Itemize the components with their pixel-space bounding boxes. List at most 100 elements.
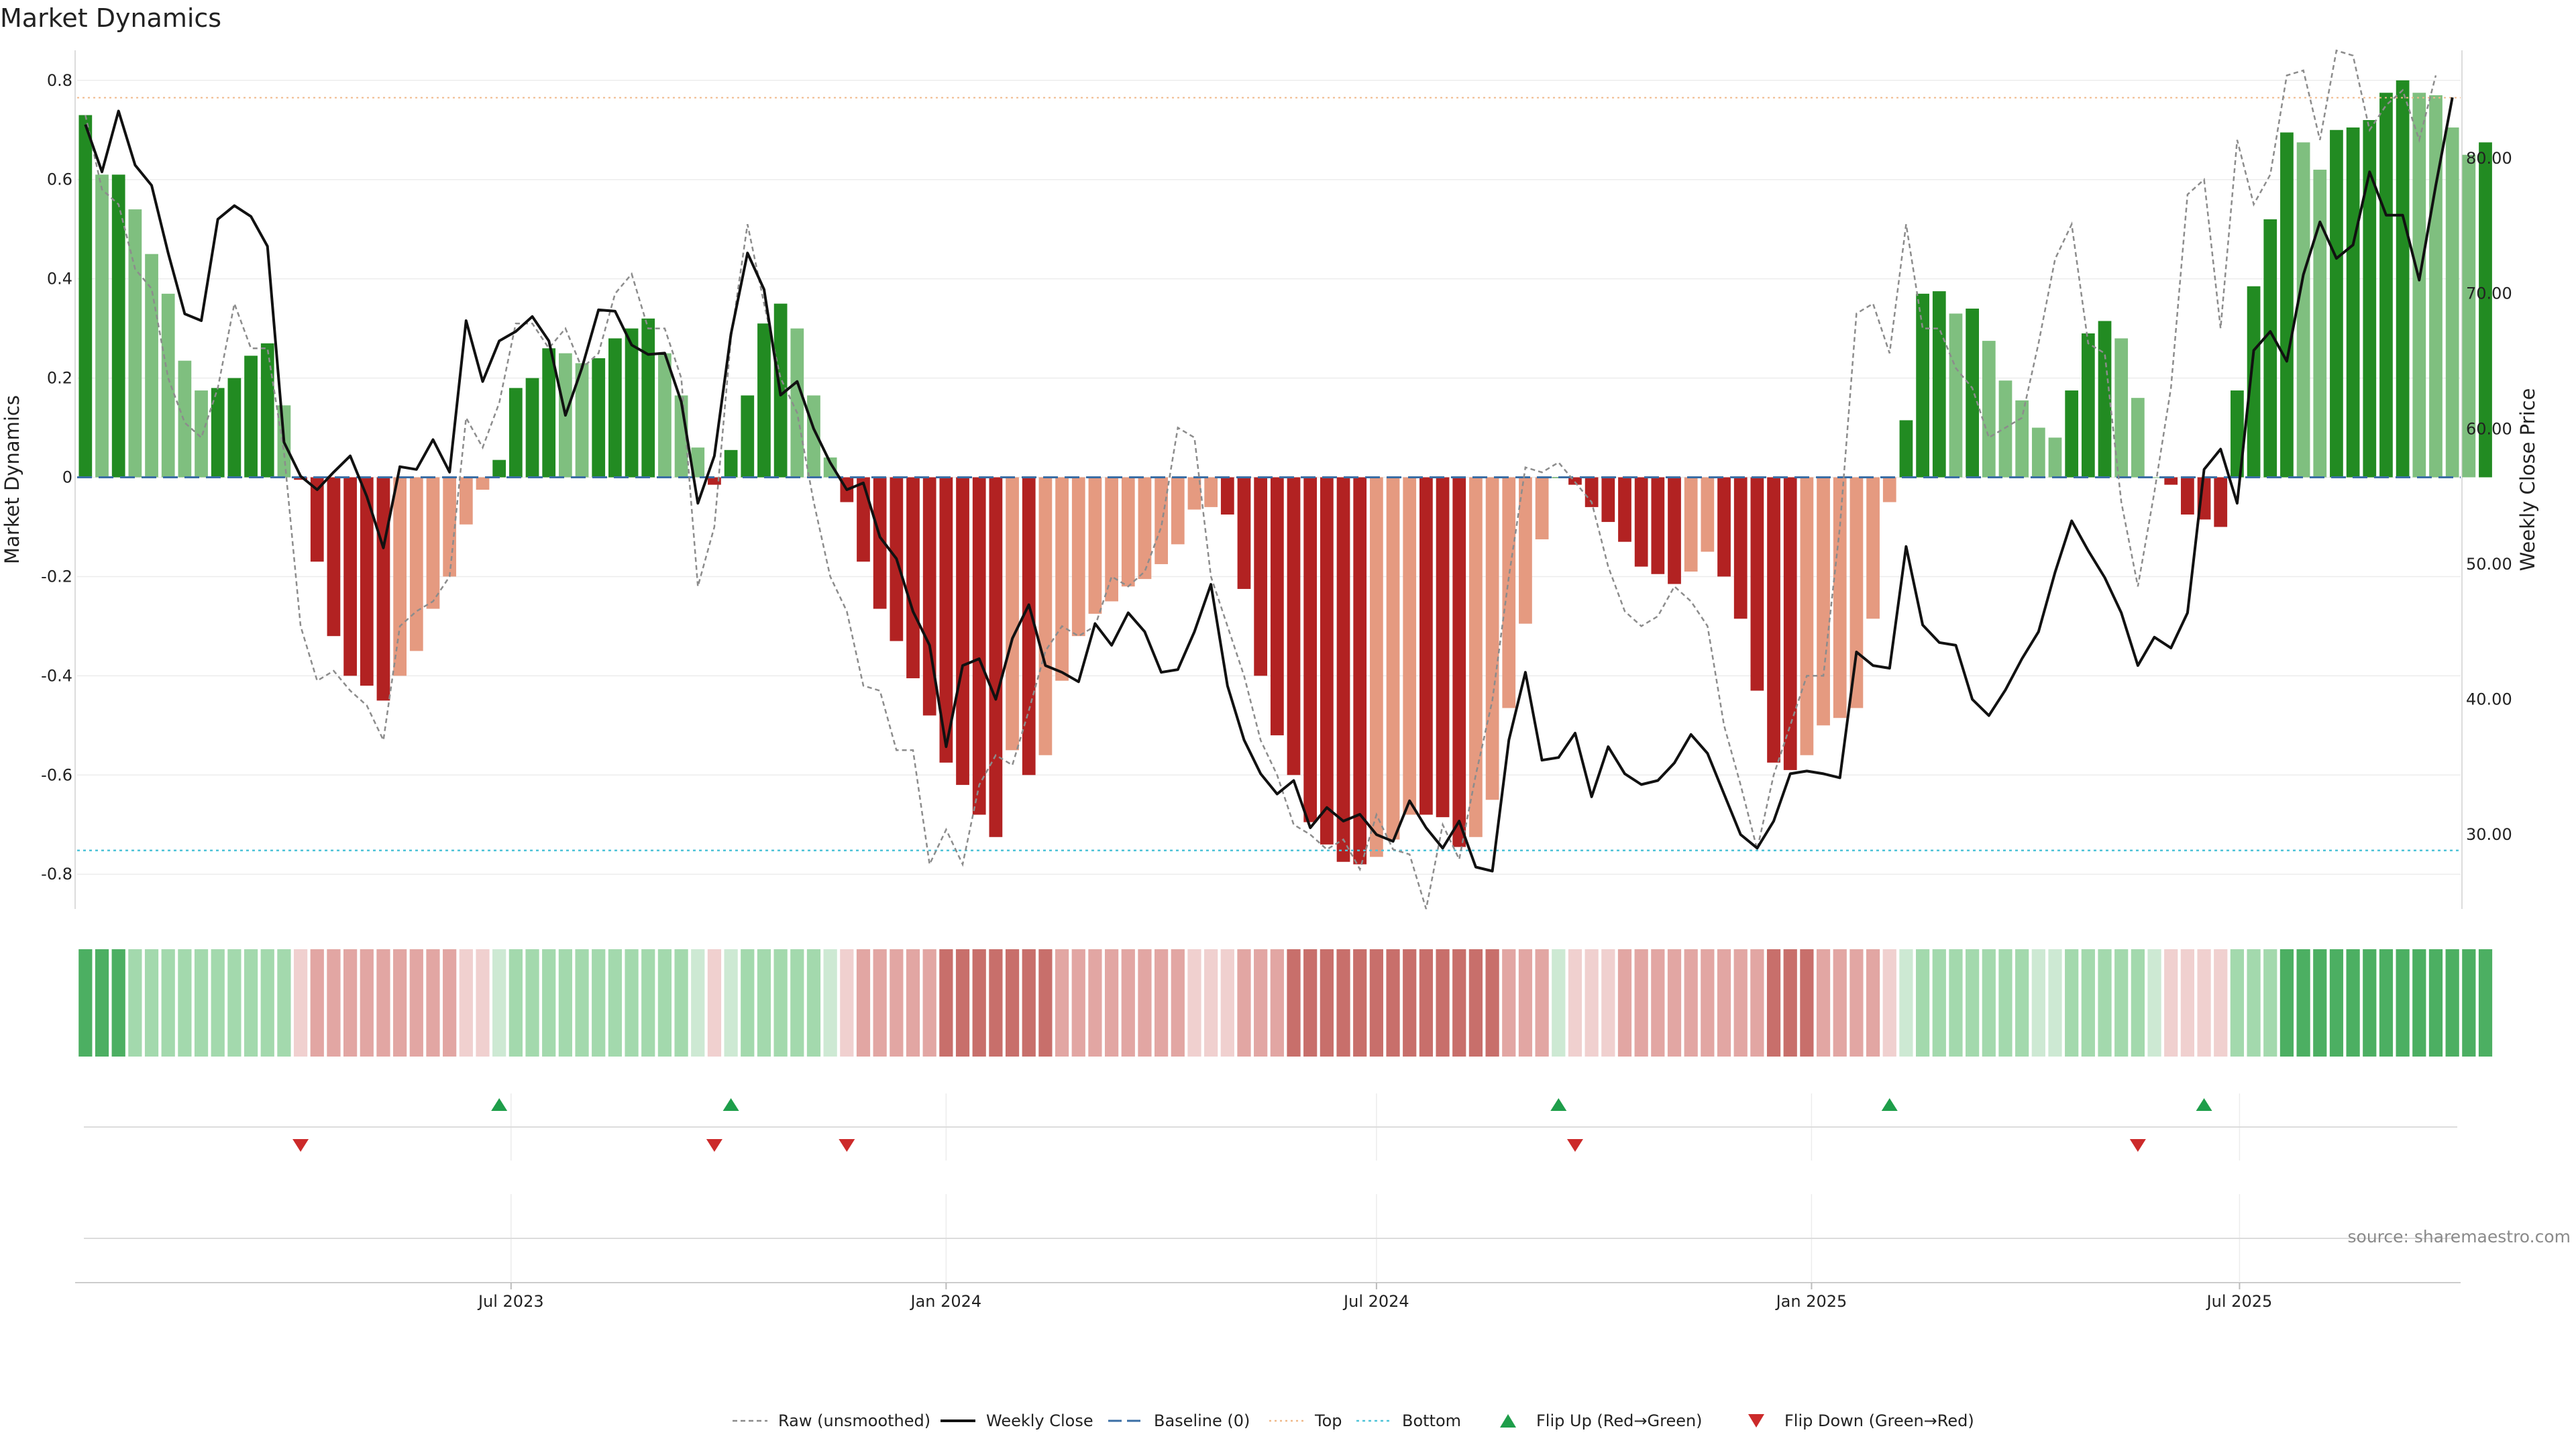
status-cell [542, 949, 556, 1057]
status-cell [1733, 949, 1748, 1057]
momentum-bar [592, 358, 606, 478]
momentum-bar [1105, 477, 1118, 602]
status-cell [2279, 949, 2294, 1057]
flip-up-marker [722, 1098, 739, 1111]
momentum-bar [1303, 477, 1318, 822]
status-cell [641, 949, 655, 1057]
momentum-bar [1071, 477, 1085, 637]
momentum-bar [2015, 400, 2029, 478]
legend-item-top: Top [1269, 1411, 1342, 1430]
momentum-bar [1767, 477, 1780, 763]
status-cell [806, 949, 821, 1057]
momentum-bar [1932, 291, 1946, 478]
y2-tick-label: 70.00 [2466, 284, 2512, 303]
momentum-bar [360, 477, 374, 686]
status-cell [327, 949, 341, 1057]
status-cell [741, 949, 755, 1057]
status-cell [1899, 949, 1913, 1057]
status-cell [293, 949, 308, 1057]
weekly-close-line [84, 97, 2454, 873]
momentum-bar [2330, 129, 2343, 478]
status-cell [459, 949, 473, 1057]
momentum-bar [459, 477, 473, 525]
status-cell [1998, 949, 2012, 1057]
momentum-bar [2164, 477, 2178, 485]
momentum-bar [2313, 169, 2327, 478]
status-cell [1717, 949, 1731, 1057]
y-tick-label: 0.2 [47, 369, 72, 388]
momentum-bar [741, 395, 755, 478]
status-strip [78, 949, 2493, 1057]
status-cell [757, 949, 771, 1057]
momentum-bar [1817, 477, 1830, 726]
momentum-bar [2031, 427, 2045, 478]
status-cell [1568, 949, 1582, 1057]
status-cell [508, 949, 523, 1057]
status-cell [625, 949, 639, 1057]
status-cell [1601, 949, 1615, 1057]
momentum-bar [575, 363, 589, 478]
momentum-bar [2181, 477, 2194, 515]
legend-item-baseline: Baseline (0) [1108, 1411, 1250, 1430]
momentum-bar [426, 477, 440, 609]
momentum-bar [1171, 477, 1185, 545]
momentum-bar [1618, 477, 1631, 542]
momentum-bar [1370, 477, 1383, 857]
status-cell [277, 949, 291, 1057]
y2-tick-label: 30.00 [2466, 825, 2512, 844]
legend-label: Flip Up (Red→Green) [1536, 1411, 1703, 1430]
status-cell [1171, 949, 1185, 1057]
status-cell [1882, 949, 1896, 1057]
status-cell [674, 949, 688, 1057]
status-cell [1966, 949, 1980, 1057]
status-cell [1071, 949, 1085, 1057]
momentum-bar [1866, 477, 1880, 619]
status-cell [2164, 949, 2178, 1057]
momentum-bar [2280, 132, 2294, 478]
status-cell [2329, 949, 2344, 1057]
momentum-bar [2445, 127, 2459, 478]
y-tick-label: -0.2 [41, 567, 72, 586]
y-tick-label: -0.4 [41, 666, 72, 685]
status-cell [1104, 949, 1119, 1057]
momentum-bar [1701, 477, 1715, 552]
legend-label: Top [1314, 1411, 1342, 1430]
momentum-bar [922, 477, 936, 716]
momentum-bar [2363, 119, 2377, 478]
status-cell [78, 949, 93, 1057]
x-tick-label: Jan 2025 [1775, 1292, 1847, 1311]
momentum-bar [757, 323, 771, 478]
momentum-bar [1436, 477, 1450, 818]
momentum-bar [2263, 219, 2277, 478]
momentum-bar [1204, 477, 1218, 507]
momentum-bar [227, 378, 241, 478]
momentum-bar [343, 477, 357, 676]
momentum-bar [1287, 477, 1301, 775]
status-cell [244, 949, 258, 1057]
momentum-bar [178, 360, 192, 478]
momentum-bar [857, 477, 870, 562]
status-cell [989, 949, 1003, 1057]
y-tick-label: 0.8 [47, 71, 72, 90]
status-cell [260, 949, 274, 1057]
momentum-bar [1155, 477, 1168, 564]
status-cell [1254, 949, 1268, 1057]
flip-down-marker [706, 1139, 722, 1152]
momentum-bar [2048, 437, 2062, 478]
status-cell [1585, 949, 1599, 1057]
momentum-bar [327, 477, 341, 637]
status-cell [1783, 949, 1797, 1057]
flip-markers-panel [84, 1093, 2457, 1281]
status-cell [2263, 949, 2277, 1057]
status-cell [95, 949, 109, 1057]
chart-title: Market Dynamics [0, 3, 221, 33]
status-cell [1452, 949, 1466, 1057]
momentum-bar [393, 477, 407, 676]
status-cell [724, 949, 738, 1057]
momentum-bar [111, 174, 125, 478]
status-cell [1651, 949, 1665, 1057]
momentum-bar [823, 457, 837, 478]
status-cell [1667, 949, 1682, 1057]
status-cell [1617, 949, 1632, 1057]
status-cell [128, 949, 142, 1057]
